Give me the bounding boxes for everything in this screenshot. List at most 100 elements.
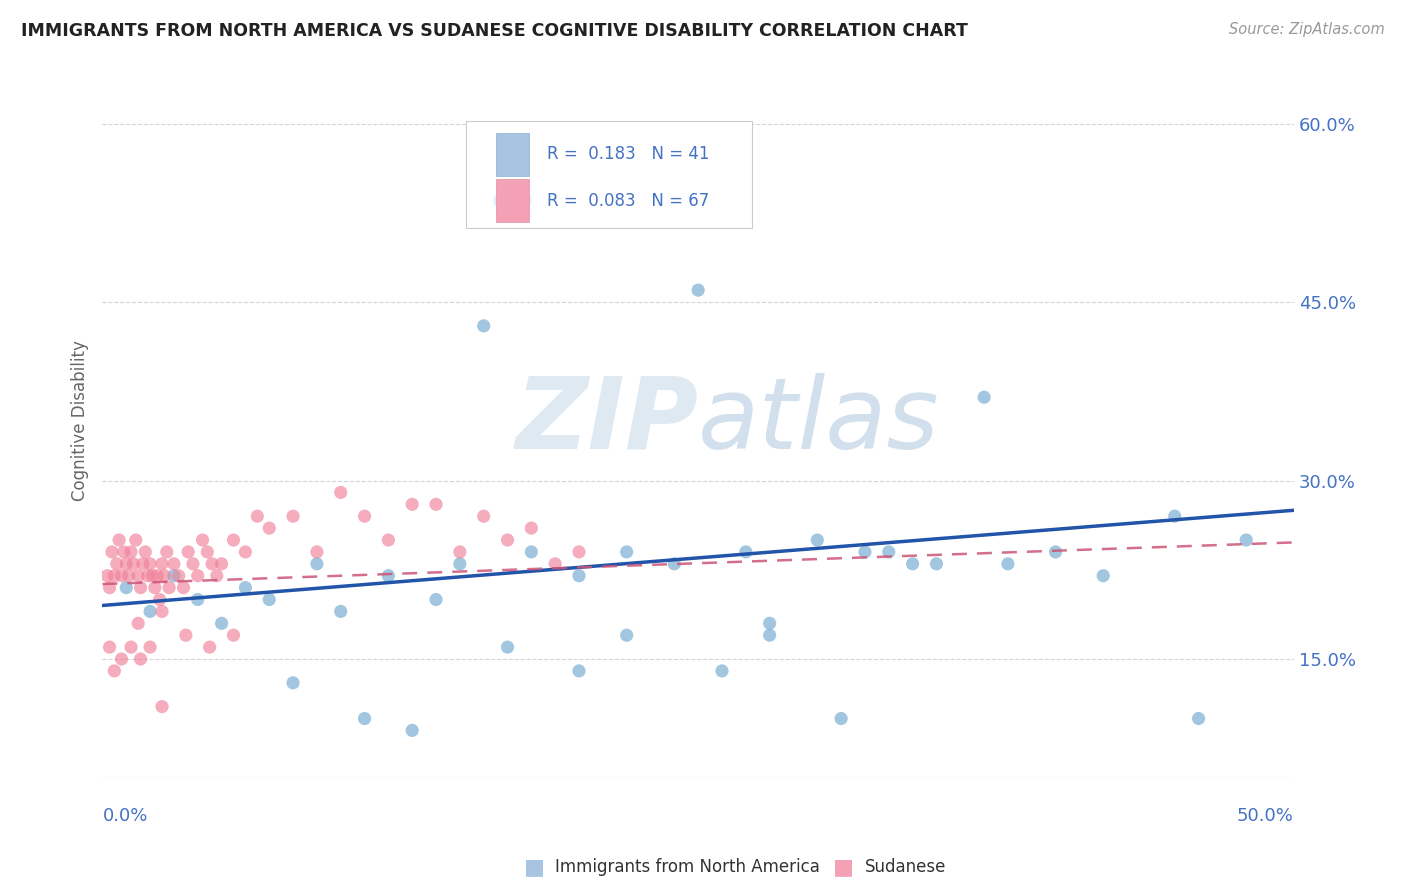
Point (472, 509, 495, 524)
Point (1092, 568, 1115, 582)
Text: atlas: atlas (699, 373, 939, 469)
Point (1164, 509, 1187, 524)
Point (997, 557, 1019, 571)
Point (132, 557, 155, 571)
Point (305, 545, 328, 559)
Point (187, 592, 209, 607)
Point (156, 545, 179, 559)
Point (101, 545, 124, 559)
Point (177, 545, 200, 559)
Point (136, 568, 159, 582)
Point (568, 664, 591, 678)
Text: ■: ■ (524, 857, 544, 877)
Point (353, 509, 375, 524)
Point (281, 675, 304, 690)
Point (222, 533, 245, 547)
Point (201, 557, 224, 571)
Point (305, 557, 328, 571)
Point (150, 699, 173, 714)
Point (146, 568, 169, 582)
Point (568, 545, 591, 559)
Point (125, 533, 148, 547)
Point (96, 568, 118, 582)
Point (425, 592, 447, 607)
Text: ZIP: ZIP (515, 373, 699, 469)
Point (110, 568, 132, 582)
Point (181, 557, 204, 571)
Point (377, 533, 399, 547)
Point (129, 652, 152, 666)
Text: ■: ■ (834, 857, 853, 877)
Point (329, 604, 352, 618)
Point (98, 640, 121, 654)
Point (734, 545, 756, 559)
Text: R =  0.183   N = 41: R = 0.183 N = 41 (547, 145, 710, 163)
Point (496, 640, 519, 654)
Point (472, 318, 495, 333)
Point (449, 557, 471, 571)
Point (401, 723, 423, 738)
Point (127, 616, 149, 631)
Point (110, 652, 132, 666)
Point (664, 557, 686, 571)
Text: IMMIGRANTS FROM NORTH AMERICA VS SUDANESE COGNITIVE DISABILITY CORRELATION CHART: IMMIGRANTS FROM NORTH AMERICA VS SUDANES… (21, 22, 967, 40)
Point (901, 557, 924, 571)
Text: R =  0.083   N = 67: R = 0.083 N = 67 (547, 192, 709, 210)
Point (758, 616, 780, 631)
Point (150, 604, 173, 618)
Point (222, 628, 245, 642)
Point (235, 545, 257, 559)
Point (198, 640, 221, 654)
Point (616, 628, 638, 642)
Point (329, 485, 352, 500)
Point (195, 545, 218, 559)
Point (925, 557, 948, 571)
Point (688, 283, 710, 297)
Point (496, 533, 519, 547)
FancyBboxPatch shape (465, 121, 752, 228)
FancyBboxPatch shape (495, 133, 529, 176)
Point (149, 592, 172, 607)
Point (112, 545, 135, 559)
Point (139, 604, 162, 618)
Point (139, 557, 162, 571)
Point (187, 568, 209, 582)
Point (806, 533, 828, 547)
Point (163, 557, 186, 571)
Point (1045, 545, 1067, 559)
Point (122, 557, 145, 571)
Point (246, 509, 269, 524)
Point (425, 497, 447, 511)
Point (205, 568, 228, 582)
Point (401, 497, 423, 511)
Text: Sudanese: Sudanese (865, 858, 946, 876)
Point (520, 545, 543, 559)
Point (710, 664, 733, 678)
Text: Source: ZipAtlas.com: Source: ZipAtlas.com (1229, 22, 1385, 37)
Point (520, 521, 543, 535)
Point (758, 628, 780, 642)
Point (830, 712, 852, 726)
Point (353, 712, 375, 726)
Point (568, 568, 591, 582)
Point (211, 557, 233, 571)
Point (544, 557, 567, 571)
Point (115, 581, 138, 595)
Point (98, 581, 121, 595)
Point (143, 581, 166, 595)
Point (449, 545, 471, 559)
Point (167, 568, 190, 582)
Point (127, 568, 149, 582)
Text: 50.0%: 50.0% (1237, 806, 1294, 824)
Y-axis label: Cognitive Disability: Cognitive Disability (72, 341, 89, 501)
Point (150, 557, 173, 571)
Point (141, 568, 163, 582)
Point (877, 545, 900, 559)
Point (117, 568, 139, 582)
Point (377, 568, 399, 582)
Point (616, 545, 638, 559)
Text: Immigrants from North America: Immigrants from North America (555, 858, 820, 876)
FancyBboxPatch shape (495, 179, 529, 222)
Point (973, 390, 995, 404)
Point (134, 545, 156, 559)
